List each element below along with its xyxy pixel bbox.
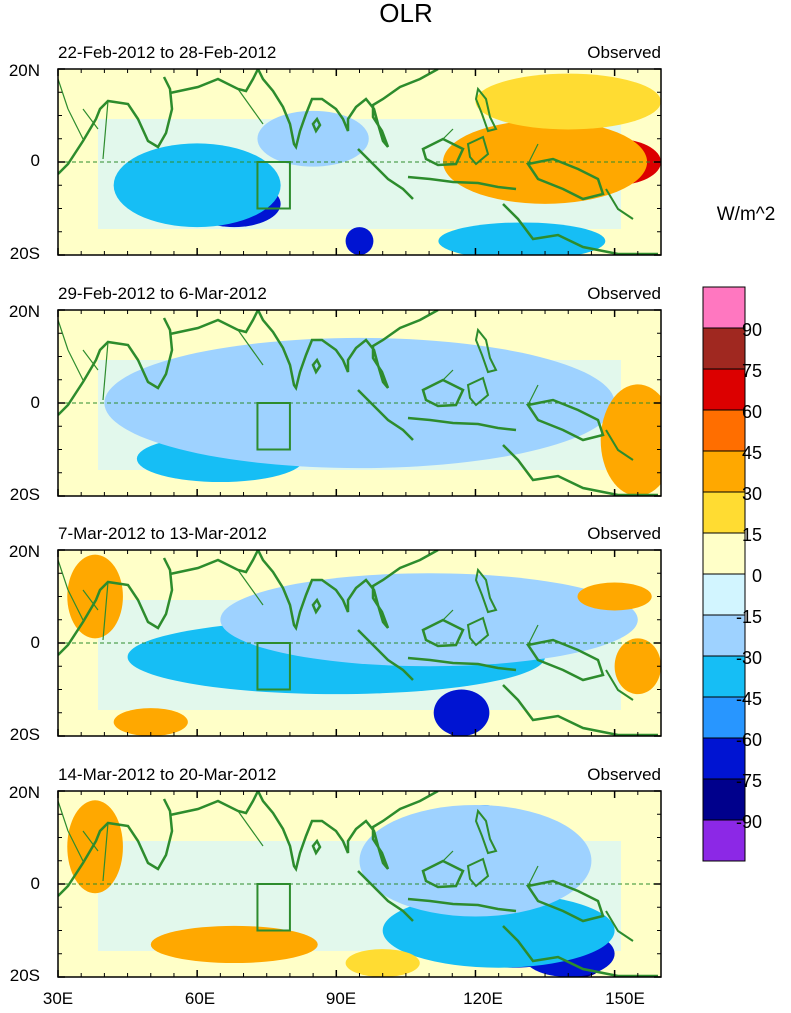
panel-4: 14-Mar-2012 to 20-Mar-2012 Observed: [57, 765, 662, 978]
colorbar-label: -15: [736, 607, 762, 627]
colorbar-box: [702, 286, 746, 329]
x-tick-label: 30E: [43, 989, 73, 1008]
y-tick-label: 20N: [9, 783, 40, 802]
reference-box: [256, 642, 291, 691]
colorbar-units: W/m^2: [717, 204, 776, 225]
colorbar-labels: 90 75 60 45 30 15 0 -15 -30 -45 -60 -75 …: [736, 320, 762, 832]
y-tick-label: 20S: [10, 725, 40, 744]
panel-1: 22-Feb-2012 to 28-Feb-2012 Observed: [57, 43, 662, 256]
colorbar-label: 90: [742, 320, 762, 340]
anomaly-blob: [433, 689, 490, 736]
panel-fields: [58, 791, 661, 977]
panel-2: 29-Feb-2012 to 6-Mar-2012 Observed: [57, 284, 662, 497]
y-tick-label: 20N: [9, 542, 40, 561]
panel-3: 7-Mar-2012 to 13-Mar-2012 Observed: [57, 524, 662, 737]
y-tick-label: 0: [31, 633, 40, 652]
colorbar: 90 75 60 45 30 15 0 -15 -30 -45 -60 -75 …: [702, 286, 762, 862]
colorbar-label: -45: [736, 689, 762, 709]
anomaly-blob: [600, 384, 661, 496]
anomaly-blob: [150, 925, 318, 964]
colorbar-label: -75: [736, 771, 762, 791]
y-tick-label: 20S: [10, 244, 40, 263]
panel-4-period: 14-Mar-2012 to 20-Mar-2012: [58, 765, 276, 784]
panel-3-period: 7-Mar-2012 to 13-Mar-2012: [58, 524, 267, 543]
colorbar-label: 45: [742, 443, 762, 463]
panel-3-plot: [57, 549, 662, 737]
panel-2-period: 29-Feb-2012 to 6-Mar-2012: [58, 284, 267, 303]
y-tick-label: 0: [31, 393, 40, 412]
colorbar-box: [702, 327, 746, 370]
anomaly-blob: [257, 110, 369, 167]
panel-fields: [58, 550, 661, 736]
panel-2-plot: [57, 309, 662, 497]
colorbar-label: -60: [736, 730, 762, 750]
reference-box: [256, 402, 291, 451]
reference-box: [256, 883, 291, 932]
colorbar-label: -90: [736, 812, 762, 832]
x-tick-label: 90E: [326, 989, 356, 1008]
anomaly-blob: [475, 73, 661, 130]
anomaly-blob: [113, 708, 188, 736]
panel-4-label: Observed: [587, 765, 661, 784]
colorbar-label: 75: [742, 361, 762, 381]
panel-4-plot: [57, 790, 662, 978]
figure-title: OLR: [379, 0, 432, 28]
anomaly-blob: [577, 582, 652, 611]
colorbar-label: -30: [736, 648, 762, 668]
anomaly-blob: [359, 804, 592, 917]
colorbar-box: [702, 450, 746, 493]
anomaly-blob: [614, 638, 661, 695]
y-tick-label: 20N: [9, 302, 40, 321]
y-tick-label: 0: [31, 874, 40, 893]
anomaly-blob: [345, 949, 420, 977]
anomaly-blob: [67, 554, 123, 639]
y-tick-label: 0: [31, 151, 40, 170]
x-tick-label: 150E: [605, 989, 645, 1008]
colorbar-box: [702, 532, 746, 575]
panel-3-label: Observed: [587, 524, 661, 543]
anomaly-blob: [438, 222, 606, 255]
colorbar-box: [702, 819, 746, 862]
panel-1-period: 22-Feb-2012 to 28-Feb-2012: [58, 43, 276, 62]
y-tick-label: 20S: [10, 966, 40, 985]
colorbar-label: 15: [742, 525, 762, 545]
colorbar-label: 0: [752, 566, 762, 586]
y-axis-labels: 20N 0 20S 20N 0 20S 20N 0 20S 20N 0 20S: [9, 61, 40, 985]
colorbar-box: [702, 778, 746, 821]
colorbar-box: [702, 491, 746, 534]
x-tick-label: 60E: [185, 989, 215, 1008]
colorbar-box: [702, 409, 746, 452]
y-tick-label: 20N: [9, 61, 40, 80]
colorbar-box: [702, 614, 746, 657]
y-tick-label: 20S: [10, 485, 40, 504]
panel-1-plot: [57, 68, 662, 256]
reference-box: [256, 161, 291, 210]
anomaly-blob: [113, 143, 281, 228]
anomaly-blob: [345, 227, 374, 255]
panel-1-label: Observed: [587, 43, 661, 62]
colorbar-label: 60: [742, 402, 762, 422]
anomaly-blob: [442, 120, 648, 204]
x-axis-labels: 30E 60E 90E 120E 150E: [43, 989, 645, 1008]
x-tick-label: 120E: [463, 989, 503, 1008]
colorbar-boxes: [702, 286, 746, 862]
colorbar-label: 30: [742, 484, 762, 504]
panel-fields: [58, 310, 661, 496]
colorbar-box: [702, 737, 746, 780]
colorbar-box: [702, 368, 746, 411]
panel-fields: [58, 69, 661, 255]
panel-2-label: Observed: [587, 284, 661, 303]
